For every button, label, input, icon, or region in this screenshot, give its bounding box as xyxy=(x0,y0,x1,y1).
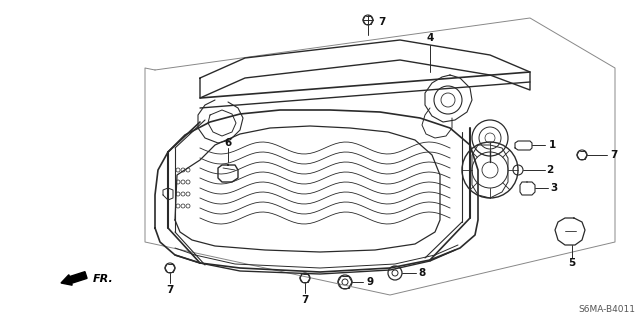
Text: 4: 4 xyxy=(426,33,434,43)
Text: 3: 3 xyxy=(550,183,557,193)
Text: FR.: FR. xyxy=(93,274,114,284)
Text: 6: 6 xyxy=(225,138,232,148)
Text: 7: 7 xyxy=(611,150,618,160)
Text: 1: 1 xyxy=(548,140,556,150)
Text: 7: 7 xyxy=(378,17,386,27)
Text: 7: 7 xyxy=(166,285,173,295)
Text: S6MA-B4011: S6MA-B4011 xyxy=(578,305,635,314)
Text: 8: 8 xyxy=(419,268,426,278)
Text: 7: 7 xyxy=(301,295,308,305)
Text: 2: 2 xyxy=(547,165,554,175)
FancyArrow shape xyxy=(61,272,87,285)
Text: 5: 5 xyxy=(568,258,575,268)
Text: 9: 9 xyxy=(367,277,374,287)
